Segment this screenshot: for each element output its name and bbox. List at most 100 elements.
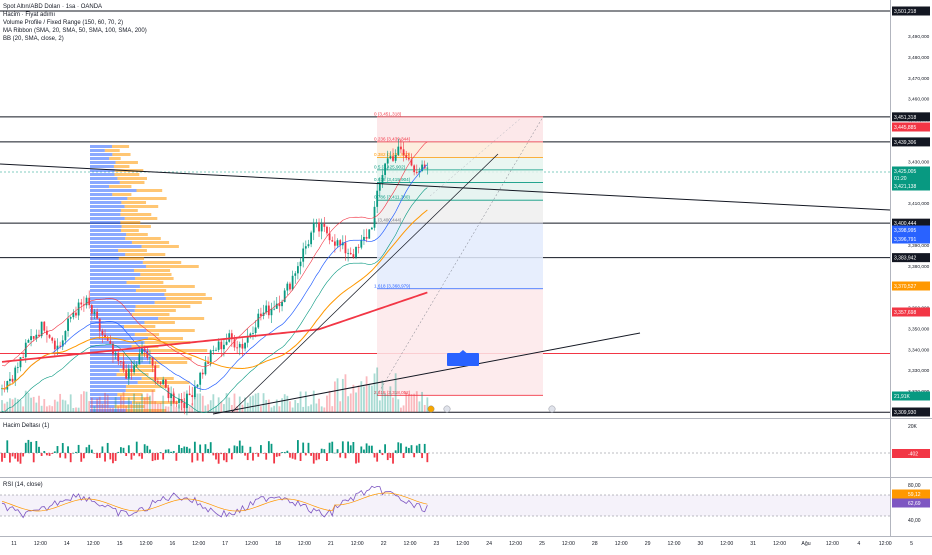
volume-profile-bar-up xyxy=(90,237,126,240)
delta-bar xyxy=(77,444,80,453)
indicator-ma-ribbon[interactable]: MA Ribbon (SMA, 20, SMA, 50, SMA, 100, S… xyxy=(3,28,147,34)
candle-body xyxy=(196,384,199,387)
time-axis-tick: 17 xyxy=(222,541,228,547)
price-badge-label: 3,451,318 xyxy=(894,115,916,121)
time-axis-tick: 28 xyxy=(592,541,598,547)
volume-bar xyxy=(35,402,38,412)
candle-body xyxy=(254,327,257,334)
arrow-target-marker xyxy=(456,350,470,356)
volume-bar xyxy=(101,403,104,412)
candle-body xyxy=(201,372,204,375)
volume-indicator-label[interactable]: Hacim · Fiyat adımı xyxy=(3,12,56,18)
volume-bar xyxy=(199,393,202,412)
delta-bar xyxy=(101,446,104,453)
volume-bar xyxy=(141,394,143,412)
candle-body xyxy=(246,336,249,343)
delta-bar xyxy=(286,450,289,453)
volume-bar xyxy=(212,394,215,412)
volume-bar xyxy=(43,399,46,412)
volume-profile-bar-down xyxy=(124,205,159,208)
volume-profile-bar-down xyxy=(144,341,191,344)
fib-level-label: 0.236 (3,439,344) xyxy=(374,136,411,141)
rsi-pane-label[interactable]: RSI (14, close) xyxy=(3,482,43,488)
candle-body xyxy=(410,159,413,166)
delta-pane-label[interactable]: Hacim Deltası (1) xyxy=(3,423,50,429)
volume-profile-bar-down xyxy=(115,161,138,164)
volume-bar xyxy=(159,403,162,412)
delta-bar xyxy=(164,449,167,453)
candle-body xyxy=(312,222,315,233)
volume-profile-bar-up xyxy=(90,177,118,180)
delta-bar xyxy=(191,453,194,463)
delta-bar xyxy=(326,453,328,462)
candle-body xyxy=(376,190,379,207)
volume-bar xyxy=(418,401,421,412)
candle-body xyxy=(22,357,25,358)
fib-level-label: 0.618 (3,419,904) xyxy=(374,177,411,182)
time-axis-tick: 29 xyxy=(645,541,651,547)
time-axis-tick: 12:00 xyxy=(404,541,417,547)
volume-profile-bar-up xyxy=(90,261,143,264)
candle-body xyxy=(225,341,228,345)
volume-bar xyxy=(365,376,368,412)
candle-body xyxy=(233,339,236,348)
delta-bar xyxy=(59,453,62,458)
volume-profile-bar-down xyxy=(140,273,172,276)
delta-bar xyxy=(122,447,125,453)
indicator-bollinger[interactable]: BB (20, SMA, close, 2) xyxy=(3,36,64,42)
volume-bar xyxy=(423,404,426,412)
volume-profile-bar-down xyxy=(109,185,132,188)
volume-profile-bar-up xyxy=(90,297,166,300)
volume-bar xyxy=(69,394,72,412)
candle-body xyxy=(207,362,209,364)
bollinger-basis xyxy=(1,164,428,390)
volume-bar xyxy=(389,386,392,412)
fib-level-label: 0.786 (3,411,380) xyxy=(374,195,410,200)
volume-profile-bar-up xyxy=(90,369,120,372)
time-axis-tick: 14 xyxy=(64,541,70,547)
candle-body xyxy=(223,344,225,350)
volume-profile-bar-down xyxy=(120,209,138,212)
volume-profile-bar-down xyxy=(134,309,176,312)
delta-bar xyxy=(278,453,281,457)
candle-body xyxy=(289,283,291,290)
candle-body xyxy=(172,393,175,403)
candle-body xyxy=(236,347,239,349)
delta-bar xyxy=(188,448,191,453)
delta-bar xyxy=(241,445,244,453)
volume-profile-bar-up xyxy=(90,293,165,296)
volume-profile-bar-up xyxy=(90,357,150,360)
candle-body xyxy=(170,393,172,399)
volume-bar xyxy=(386,395,389,412)
volume-profile-bar-up xyxy=(90,285,140,288)
time-axis-tick: 22 xyxy=(381,541,387,547)
delta-bar xyxy=(35,441,38,453)
candle-body xyxy=(64,331,67,341)
time-axis-tick: 12:00 xyxy=(351,541,364,547)
time-axis-tick: 12:00 xyxy=(720,541,733,547)
delta-bar xyxy=(331,441,334,453)
price-axis-tick: 3,390,000 xyxy=(908,243,930,249)
price-axis-tick: 3,460,000 xyxy=(908,97,930,103)
indicator-volume-profile[interactable]: Volume Profile / Fixed Range (150, 60, 7… xyxy=(3,20,124,26)
delta-bar xyxy=(405,446,408,453)
delta-bar xyxy=(143,444,146,453)
fib-zone xyxy=(377,223,543,289)
volume-profile-bar-up xyxy=(90,337,149,340)
volume-bar xyxy=(16,399,19,412)
volume-profile-bar-down xyxy=(117,177,147,180)
candle-body xyxy=(119,361,122,362)
delta-bar xyxy=(22,453,25,457)
delta-bar xyxy=(389,453,392,458)
symbol-title[interactable]: Spot Altın/ABD Doları · 1sa · OANDA xyxy=(3,4,103,10)
price-badge-label: 3,383,942 xyxy=(894,256,916,262)
volume-profile-bar-down xyxy=(120,397,151,400)
volume-profile-bar-down xyxy=(135,289,167,292)
volume-bar xyxy=(172,391,175,412)
candle-body xyxy=(249,333,252,337)
candle-body xyxy=(77,302,80,316)
candle-body xyxy=(286,283,289,291)
volume-profile-bar-down xyxy=(135,305,191,308)
